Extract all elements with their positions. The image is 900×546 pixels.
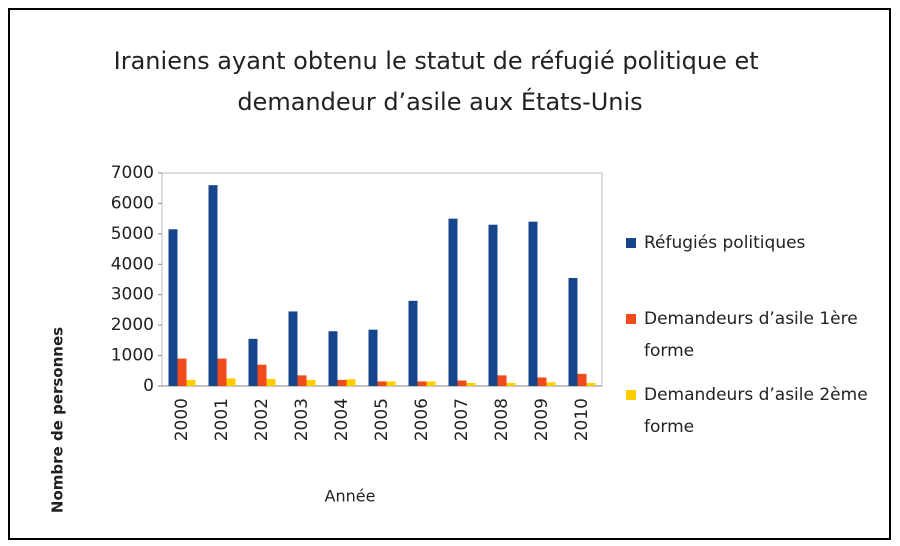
bar bbox=[368, 329, 378, 386]
x-tick-label: 2006 bbox=[412, 398, 432, 441]
x-tick-label: 2005 bbox=[372, 398, 392, 441]
x-tick-label: 2000 bbox=[172, 398, 192, 441]
bar bbox=[586, 382, 596, 386]
y-tick-label: 4000 bbox=[111, 254, 154, 274]
bar bbox=[488, 224, 498, 386]
y-tick-label: 0 bbox=[143, 376, 154, 396]
bar bbox=[497, 375, 507, 386]
bar bbox=[386, 381, 396, 386]
x-tick-label: 2003 bbox=[292, 398, 312, 441]
y-tick-label: 6000 bbox=[111, 193, 154, 213]
bar bbox=[577, 373, 587, 386]
legend-label: Demandeurs d’asile 1ère forme bbox=[644, 309, 863, 361]
bar bbox=[417, 381, 427, 386]
chart-title: Iraniens ayant obtenu le statut de réfug… bbox=[114, 47, 767, 116]
bar bbox=[346, 379, 356, 386]
x-axis-title: Année bbox=[325, 487, 376, 506]
y-axis-title: Nombre de personnes bbox=[49, 327, 67, 513]
bar bbox=[528, 221, 538, 386]
bar bbox=[546, 382, 556, 386]
x-tick-label: 2001 bbox=[212, 398, 232, 441]
y-tick-label: 7000 bbox=[111, 163, 154, 183]
bar bbox=[448, 218, 458, 386]
bar bbox=[537, 377, 547, 386]
bar bbox=[168, 229, 178, 386]
legend-swatch bbox=[626, 314, 636, 324]
legend-label: Demandeurs d’asile 2ème forme bbox=[644, 385, 873, 437]
bar bbox=[248, 338, 258, 386]
x-tick-label: 2002 bbox=[252, 398, 272, 441]
bar bbox=[226, 378, 236, 386]
x-tick-label: 2007 bbox=[452, 398, 472, 441]
bar bbox=[257, 364, 267, 386]
y-tick-label: 2000 bbox=[111, 315, 154, 335]
y-tick-label: 1000 bbox=[111, 346, 154, 366]
x-tick-label: 2009 bbox=[532, 398, 552, 441]
bar bbox=[377, 381, 387, 386]
bar bbox=[208, 185, 218, 386]
legend-swatch bbox=[626, 238, 636, 248]
bar bbox=[217, 358, 227, 386]
bar bbox=[306, 379, 316, 386]
x-tick-label: 2004 bbox=[332, 398, 352, 441]
legend-label: Réfugiés politiques bbox=[644, 233, 806, 253]
bar bbox=[288, 311, 298, 386]
bar bbox=[297, 375, 307, 386]
x-tick-label: 2008 bbox=[492, 398, 512, 441]
legend-swatch bbox=[626, 390, 636, 400]
x-tick-label: 2010 bbox=[572, 398, 592, 441]
bar bbox=[466, 382, 476, 386]
bar bbox=[337, 379, 347, 386]
bar bbox=[177, 358, 187, 386]
bar bbox=[328, 331, 338, 386]
bar bbox=[408, 300, 418, 386]
bar bbox=[568, 277, 578, 386]
bar bbox=[266, 379, 276, 386]
bar bbox=[457, 380, 467, 386]
bar bbox=[426, 381, 436, 386]
bar bbox=[506, 382, 516, 386]
y-tick-label: 5000 bbox=[111, 224, 154, 244]
y-tick-label: 3000 bbox=[111, 285, 154, 305]
bar bbox=[186, 379, 196, 386]
